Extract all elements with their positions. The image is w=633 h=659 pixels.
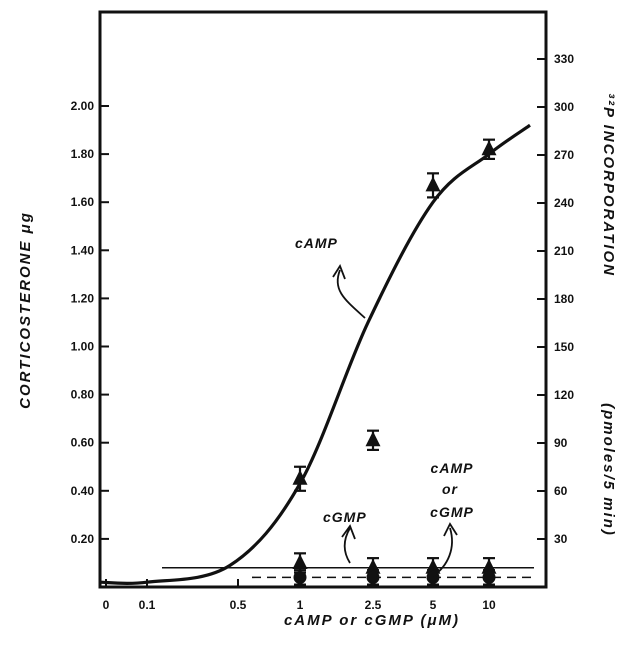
y-right-tick-label: 60 (554, 484, 568, 498)
data-point-triangle (425, 176, 441, 192)
annotation-either-line3: cGMP (430, 504, 474, 520)
y-right-tick-label: 240 (554, 196, 574, 210)
x-tick-label: 0.1 (139, 598, 156, 612)
x-tick-label: 5 (430, 598, 437, 612)
annotation-either-arrowhead (443, 522, 458, 537)
y-right-tick-label: 120 (554, 388, 574, 402)
data-point-circle (482, 570, 496, 584)
y-right-axis-unit: (pmoles/5 min) (600, 403, 617, 537)
y-right-tick-label: 330 (554, 52, 574, 66)
y-right-tick-label: 30 (554, 532, 568, 546)
y-left-tick-label: 1.20 (71, 291, 95, 305)
annotation-either-line2: or (442, 481, 459, 497)
y-left-tick-label: 0.20 (71, 532, 95, 546)
x-axis-title: cAMP or cGMP (μM) (284, 612, 460, 629)
y-right-tick-label: 180 (554, 292, 574, 306)
y-left-tick-label: 0.60 (71, 436, 95, 450)
x-tick-label: 0 (103, 598, 110, 612)
annotation-either-arrow (432, 527, 453, 577)
y-left-tick-label: 0.80 (71, 388, 95, 402)
fit-curve (99, 123, 531, 586)
y-left-tick-label: 1.00 (71, 340, 95, 354)
data-point-circle (293, 570, 307, 584)
y-right-tick-label: 150 (554, 340, 574, 354)
y-right-tick-label: 90 (554, 436, 568, 450)
annotation-cgmp-arrowhead (341, 524, 356, 540)
x-tick-label: 0.5 (230, 598, 247, 612)
y-right-tick-label: 210 (554, 244, 574, 258)
annotation-cgmp: cGMP (323, 509, 367, 525)
y-left-tick-label: 1.80 (71, 147, 95, 161)
y-left-tick-label: 1.40 (71, 243, 95, 257)
y-left-tick-label: 1.60 (71, 195, 95, 209)
y-left-tick-label: 0.40 (71, 484, 95, 498)
y-right-tick-label: 300 (554, 100, 574, 114)
annotation-either-line1: cAMP (431, 460, 474, 476)
x-tick-label: 2.5 (365, 598, 382, 612)
y-right-tick-label: 270 (554, 148, 574, 162)
data-point-circle (366, 570, 380, 584)
data-point-triangle (292, 553, 308, 569)
y-left-axis-title: CORTICOSTERONE μg (17, 211, 34, 409)
data-point-triangle (481, 140, 497, 156)
x-tick-label: 1 (297, 598, 304, 612)
annotation-camp-arrow (336, 269, 366, 319)
plot-frame (98, 10, 548, 589)
annotation-camp-arrowhead (332, 264, 346, 280)
annotation-camp: cAMP (295, 235, 338, 251)
data-point-triangle (365, 431, 381, 447)
x-tick-label: 10 (482, 598, 496, 612)
data-point-triangle (292, 469, 308, 485)
y-left-tick-label: 2.00 (71, 99, 95, 113)
y-right-axis-title: ³²P INCORPORATION (600, 93, 617, 277)
annotation-cgmp-arrow (343, 527, 351, 564)
